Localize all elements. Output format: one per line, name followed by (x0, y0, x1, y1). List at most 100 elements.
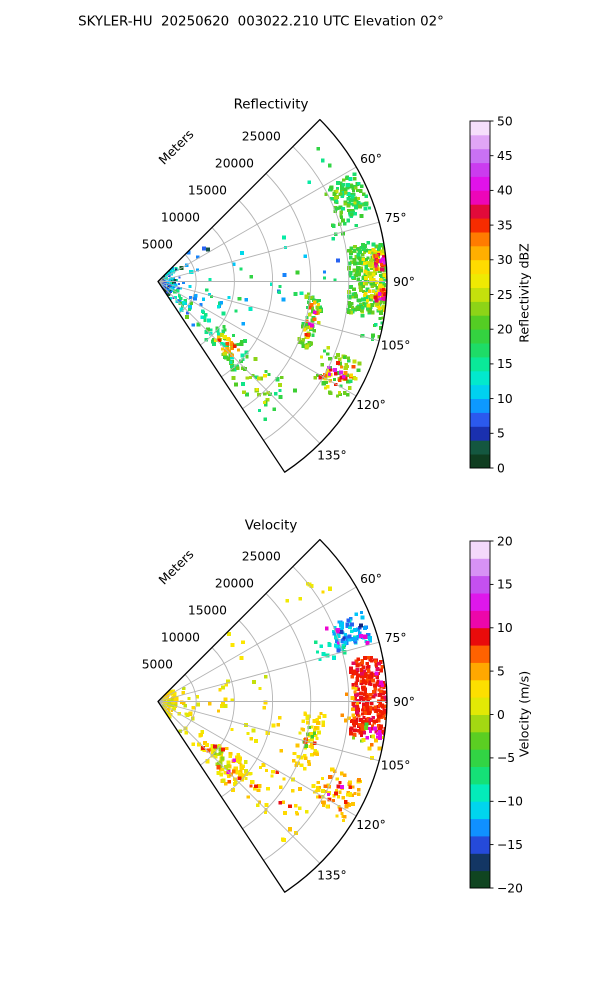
echo-blob (307, 298, 323, 329)
reflectivity-grid (157, 146, 387, 444)
reflectivity-colorbar: 0 5 10 15 20 25 30 35 40 45 50 (469, 114, 513, 475)
colorbar-step (470, 412, 490, 427)
echo-blob (293, 292, 298, 297)
range-ring (263, 566, 350, 861)
echo-blob (202, 246, 207, 251)
echo-blob (313, 640, 347, 655)
echo-blob (196, 702, 200, 707)
echo-blob (318, 635, 346, 662)
colorbar-step (470, 357, 490, 372)
colorbar-step (470, 245, 490, 261)
angle-tick-label: 105° (381, 759, 411, 773)
echo-blob (205, 288, 238, 313)
echo-blob (320, 777, 361, 808)
echo-blob (334, 175, 364, 211)
colorbar-tick-label: −15 (497, 838, 523, 852)
echo-blob (335, 612, 373, 649)
echo-blob (237, 296, 242, 301)
range-ring (263, 146, 350, 441)
echo-blob (319, 345, 357, 395)
echo-blob (367, 746, 372, 751)
echo-blob (178, 297, 207, 322)
echo-blob (335, 189, 357, 205)
echo-blob (218, 337, 234, 350)
echo-blob (221, 311, 226, 316)
echo-blob (231, 356, 263, 393)
colorbar-step (470, 259, 490, 275)
echo-blob (335, 628, 364, 645)
colorbar-step (470, 662, 490, 681)
echo-blob (377, 292, 382, 296)
colorbar-step (470, 454, 490, 469)
echo-blob (326, 793, 330, 797)
range-tick-label: 15000 (188, 184, 227, 198)
colorbar-step (470, 148, 490, 164)
echo-blob (373, 738, 382, 751)
colorbar-tick-label: 50 (497, 114, 513, 128)
echo-blob (373, 322, 378, 327)
echo-blob (217, 335, 229, 356)
echo-blob (282, 270, 327, 277)
colorbar-tick-label: −20 (497, 881, 523, 895)
echo-blob (350, 213, 354, 217)
range-tick-label: 10000 (161, 631, 200, 645)
colorbar-step (470, 610, 490, 629)
echo-blob (307, 180, 311, 184)
azimuth-ray (157, 701, 321, 864)
echo-blob (316, 146, 332, 168)
echo-blob (244, 723, 256, 733)
echo-blob (162, 698, 178, 717)
colorbar-step (470, 232, 490, 247)
echo-blob (179, 700, 221, 713)
azimuth-ray (157, 281, 321, 444)
echo-blob (344, 701, 359, 723)
echo-blob (373, 291, 387, 300)
azimuth-ray (157, 586, 357, 702)
echo-blob (360, 725, 374, 743)
echo-blob (303, 294, 321, 335)
echo-blob (333, 190, 348, 206)
colorbar-tick-label: 35 (497, 218, 513, 232)
colorbar-step (470, 440, 490, 455)
echo-blob (321, 590, 325, 594)
echo-blob (230, 687, 262, 702)
echo-blob (257, 392, 262, 397)
echo-blob (278, 285, 282, 289)
velocity-tick-labels: 5000 10000 15000 20000 25000 60° 75° 90° 105° 120… (142, 550, 415, 883)
echo-blob (332, 191, 351, 213)
colorbar-step (470, 301, 490, 316)
colorbar-step (470, 329, 490, 344)
echo-blob (232, 758, 236, 762)
colorbar-step (470, 870, 490, 889)
echo-blob (333, 623, 365, 651)
azimuth-ray (157, 166, 357, 282)
echo-blob (221, 760, 248, 783)
echo-blob (200, 309, 207, 319)
colorbar-tick-label: 25 (497, 288, 513, 302)
echo-blob (325, 370, 354, 377)
angle-tick-label: 90° (393, 275, 415, 289)
velocity-colorbar: −20 −15 −10 −5 0 5 10 15 20 (469, 534, 523, 895)
echo-blob (276, 722, 283, 753)
echo-blob (346, 218, 358, 228)
colorbar-step (470, 370, 490, 386)
echo-blob (248, 307, 253, 312)
range-tick-label: 20000 (215, 577, 254, 591)
echo-blob (208, 235, 286, 281)
echo-blob (318, 795, 343, 812)
colorbar-step (470, 398, 490, 413)
echo-blob (292, 711, 323, 768)
echo-blob (331, 236, 335, 241)
echo-blob (216, 750, 231, 769)
reflectivity-echoes (158, 146, 387, 422)
colorbar-step (470, 190, 490, 205)
echo-blob (187, 307, 191, 311)
angle-tick-label: 135° (317, 449, 347, 463)
colorbar-step (470, 853, 490, 872)
reflectivity-tick-labels: 5000 10000 15000 20000 25000 60° 75° 90° 105° 120… (142, 130, 415, 463)
colorbar-tick-label: 10 (497, 621, 513, 635)
angle-tick-label: 75° (385, 211, 407, 225)
colorbar-step (470, 731, 490, 750)
echo-blob (262, 700, 268, 710)
